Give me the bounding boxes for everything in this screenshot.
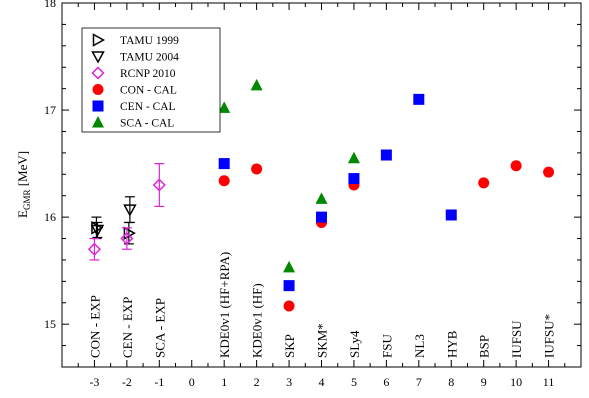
y-axis-label-sub: GMR: [22, 190, 32, 211]
data-point: [283, 280, 295, 292]
x-tick-label: 4: [319, 375, 325, 389]
x-tick-label: 6: [383, 375, 389, 389]
x-axis-ticks: -3 -2 -1 0 1 2 3 4 5 6 7 8 9 10 11: [61, 3, 582, 389]
category-label: KDE0v1 (HF): [250, 283, 265, 358]
category-labels: CON - EXP CEN - EXP SCA - EXP KDE0v1 (HF+RP…: [87, 252, 556, 358]
category-label: IUFSU*: [542, 314, 557, 358]
data-point: [283, 300, 295, 312]
series-1: [90, 196, 137, 239]
legend-label: SCA - CAL: [120, 118, 174, 130]
legend-label: CEN - CAL: [120, 101, 176, 113]
y-tick-label: 17: [44, 103, 56, 117]
data-point: [120, 231, 134, 246]
data-point: [250, 78, 263, 91]
data-point: [90, 224, 105, 238]
legend-marker: [91, 51, 105, 64]
category-label: SKP: [282, 334, 297, 358]
data-point: [218, 158, 230, 170]
x-tick-label: 2: [254, 375, 260, 389]
legend-label: CON - CAL: [120, 85, 177, 97]
y-axis-label-main: E: [15, 210, 30, 218]
y-tick-label: 16: [44, 210, 56, 224]
x-tick-label: 11: [543, 375, 555, 389]
category-label: BSP: [477, 335, 492, 358]
legend-marker: [92, 84, 104, 95]
data-point: [87, 242, 101, 256]
data-point: [510, 160, 522, 172]
x-tick-label: 5: [351, 375, 357, 389]
category-label: SLy4: [347, 330, 362, 358]
category-label: CON - EXP: [87, 295, 102, 358]
series-3: [218, 160, 555, 312]
legend: TAMU 1999 TAMU 2004 RCNP 2010 CON - CAL CEN …: [81, 27, 221, 133]
x-tick-label: 9: [481, 375, 487, 389]
y-tick-label: 18: [44, 0, 56, 10]
data-point: [316, 211, 327, 223]
x-tick-label: -1: [154, 375, 164, 389]
data-point: [445, 209, 457, 221]
legend-marker: [91, 66, 105, 80]
category-label: FSU: [379, 334, 394, 358]
series-4: [218, 93, 457, 292]
data-point: [251, 163, 263, 175]
legend-label: RCNP 2010: [120, 68, 176, 80]
category-label: CEN - EXP: [120, 297, 135, 358]
y-axis-label: EGMR [MeV]: [15, 151, 32, 218]
data-point: [218, 101, 231, 113]
category-label: NL3: [412, 334, 427, 358]
data-point: [413, 93, 425, 105]
data-point: [283, 260, 296, 273]
legend-marker: [92, 100, 104, 112]
x-tick-label: -3: [89, 375, 99, 389]
data-point: [348, 173, 360, 185]
y-axis-label-unit: [MeV]: [15, 151, 30, 186]
data-point: [315, 192, 328, 204]
series-2: [87, 162, 166, 261]
data-point: [543, 166, 555, 178]
category-label: KDE0v1 (HF+RPA): [217, 252, 232, 358]
y-tick-label: 15: [44, 317, 56, 331]
category-label: HYB: [444, 330, 459, 358]
data-point: [218, 175, 230, 187]
x-tick-label: 1: [221, 375, 227, 389]
x-tick-label: 10: [510, 375, 522, 389]
y-axis-ticks: 15 16 17 18: [44, 0, 581, 368]
category-label: SKM*: [315, 323, 330, 358]
data-marks: [87, 78, 555, 312]
data-point: [123, 204, 137, 217]
category-label: IUFSU: [509, 320, 524, 358]
legend-box: [81, 27, 221, 133]
legend-marker: [92, 33, 106, 47]
x-tick-label: 3: [286, 375, 292, 389]
x-tick-label: 7: [416, 375, 422, 389]
legend-marker: [92, 116, 104, 128]
x-tick-label: 8: [448, 375, 454, 389]
x-tick-label: 0: [189, 375, 195, 389]
data-point: [152, 178, 166, 192]
series-5: [218, 78, 360, 273]
legend-label: TAMU 1999: [120, 35, 179, 47]
data-point: [380, 149, 392, 161]
data-point: [478, 177, 490, 189]
data-point: [347, 151, 360, 164]
x-tick-label: -2: [122, 375, 132, 389]
legend-label: TAMU 2004: [120, 52, 179, 64]
category-label: SCA - EXP: [152, 298, 167, 358]
